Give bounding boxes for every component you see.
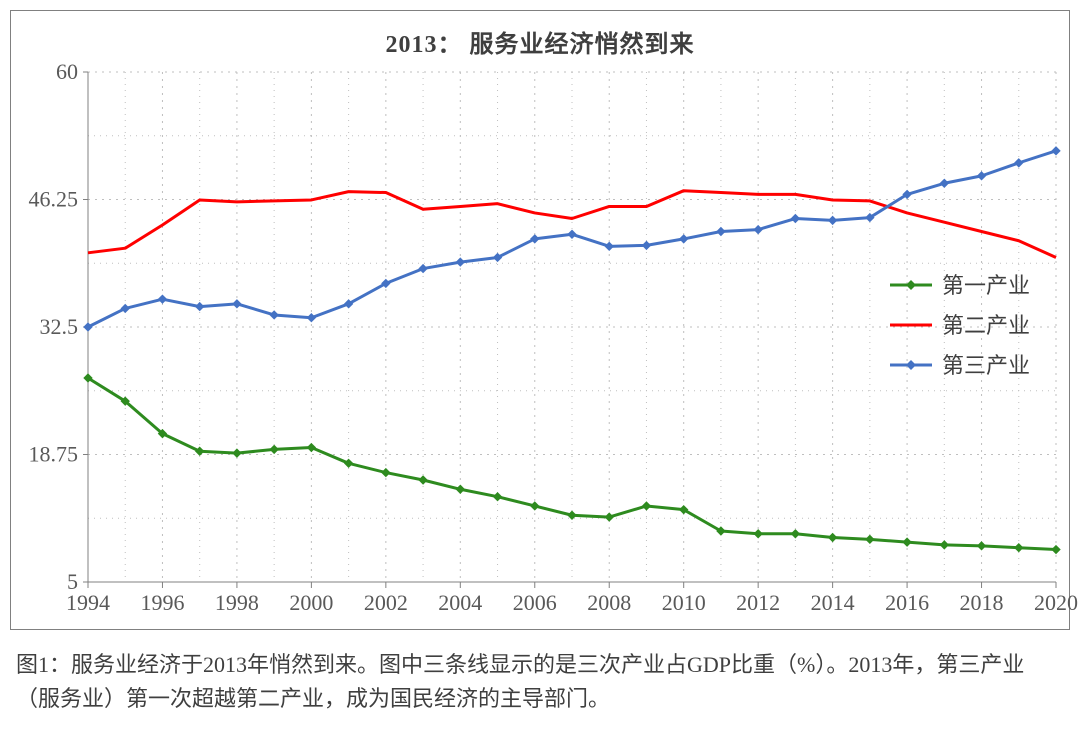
svg-text:2008: 2008 [587, 590, 631, 615]
svg-text:2012: 2012 [736, 590, 780, 615]
svg-text:18.75: 18.75 [29, 442, 79, 467]
svg-text:2006: 2006 [513, 590, 557, 615]
chart-container: 2013： 服务业经济悄然到来 518.7532.546.25601994199… [0, 0, 1080, 640]
svg-text:2016: 2016 [885, 590, 929, 615]
svg-text:2014: 2014 [811, 590, 855, 615]
svg-text:2010: 2010 [662, 590, 706, 615]
svg-text:第三产业: 第三产业 [942, 353, 1030, 378]
svg-text:第一产业: 第一产业 [942, 273, 1030, 298]
svg-text:46.25: 46.25 [29, 187, 79, 212]
svg-text:60: 60 [56, 59, 78, 84]
figure-caption: 图1：服务业经济于2013年悄然到来。图中三条线显示的是三次产业占GDP比重（%… [0, 640, 1080, 716]
svg-text:1996: 1996 [140, 590, 184, 615]
chart-svg: 518.7532.546.256019941996199820002002200… [0, 0, 1080, 640]
svg-text:2020: 2020 [1034, 590, 1078, 615]
svg-text:32.5: 32.5 [40, 314, 79, 339]
svg-text:1998: 1998 [215, 590, 259, 615]
svg-text:第二产业: 第二产业 [942, 313, 1030, 338]
svg-text:1994: 1994 [66, 590, 110, 615]
svg-text:2000: 2000 [289, 590, 333, 615]
svg-text:2018: 2018 [960, 590, 1004, 615]
svg-text:2002: 2002 [364, 590, 408, 615]
svg-text:2004: 2004 [438, 590, 482, 615]
